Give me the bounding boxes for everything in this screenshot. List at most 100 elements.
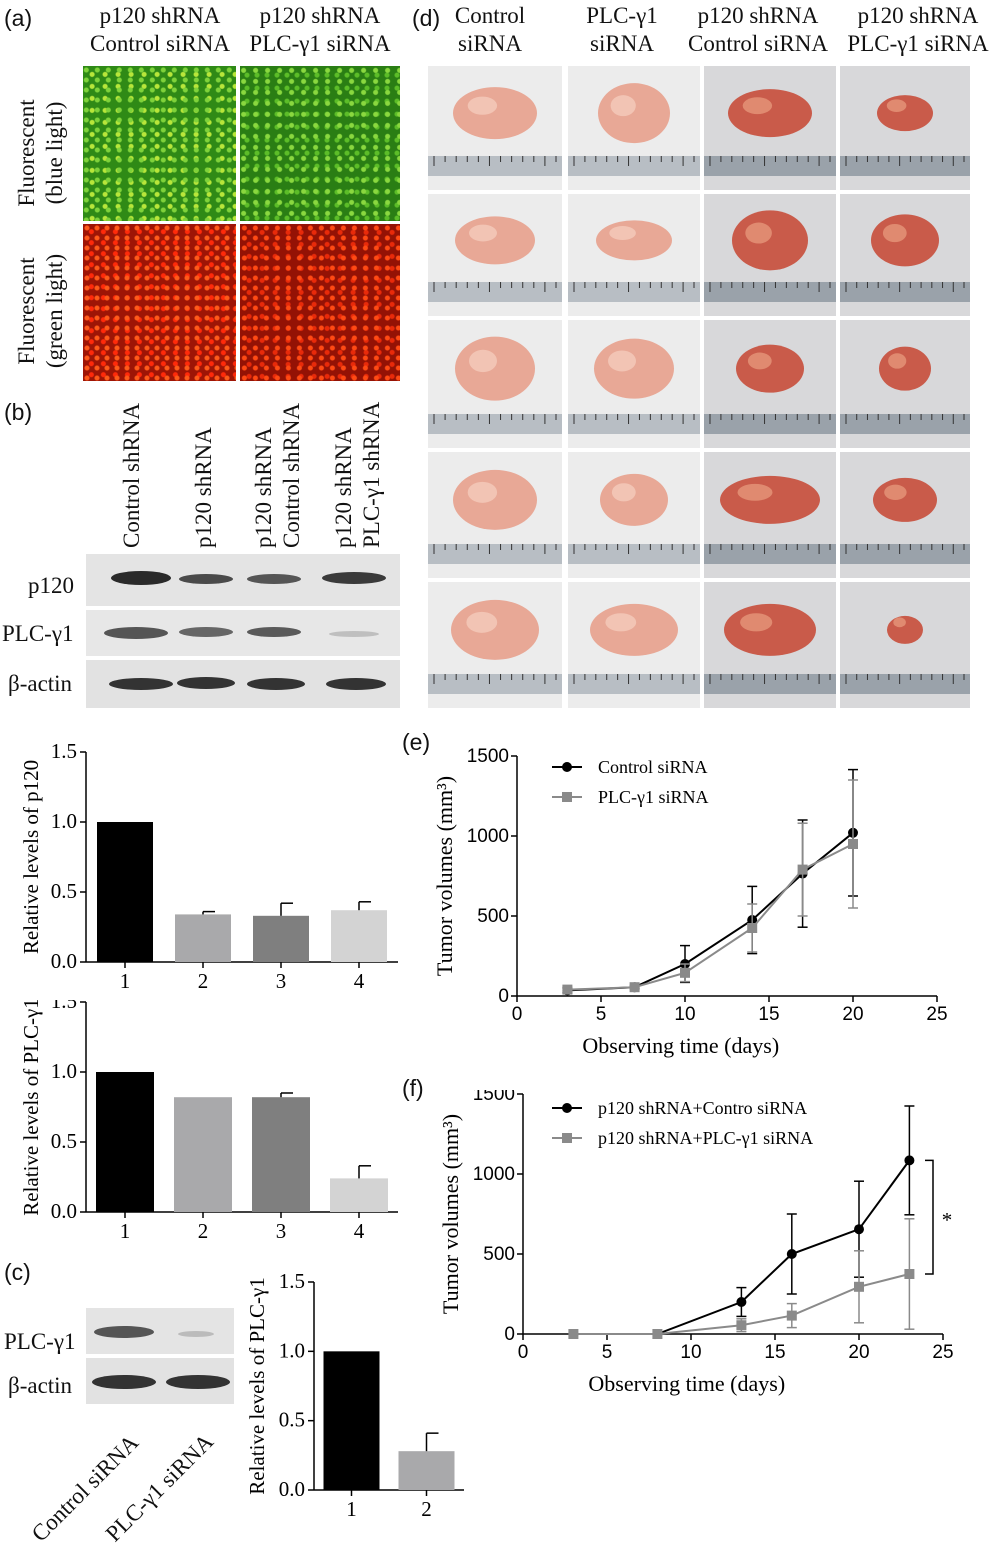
line-e-ytick-label-3: 1500 (467, 746, 509, 767)
band-plc-2 (179, 627, 233, 637)
line-f-series-2-point-0 (568, 1329, 579, 1339)
line-e-xtick-label-2: 10 (674, 1004, 695, 1025)
band-c-plc-1 (94, 1326, 154, 1338)
band-p120-4 (322, 572, 386, 584)
panel-b-lane-label-2-line1: p120 shRNA (191, 427, 216, 548)
panel-label-f: (f) (402, 1075, 424, 1101)
line-f-significance-bracket (925, 1159, 934, 1275)
tumor-photo-r2-c4-tumor (871, 214, 939, 267)
bar-p120-bar-2 (175, 914, 231, 962)
tumor-photo-grid (428, 66, 970, 708)
panel-d-col-header-1-line1: Control (454, 3, 526, 28)
tumor-photo-r4-c2-tumor-highlight (611, 483, 636, 502)
panel-b-lane-label-3-line2: Control shRNA (279, 402, 304, 548)
bar-p120-bar-4 (331, 910, 387, 962)
bar-plc-c-xtick-label-2: 2 (421, 1497, 432, 1521)
tumor-photo-r1-c3-tumor (728, 89, 812, 138)
line-f-ytick-label-0: 0 (504, 1324, 515, 1345)
tumor-photo-r1-c4-tumor (877, 95, 933, 132)
band-actin-2 (177, 677, 235, 689)
panel-a-row-label-2-line1: Fluorescent (14, 257, 39, 365)
tumor-photo-r5-c3-tumor (724, 603, 816, 656)
panel-a-row-label-1-line2: (blue light) (42, 101, 67, 205)
bar-plc-b-ytick-label-3: 1.5 (51, 1000, 77, 1013)
line-e-legend-marker-1 (562, 762, 572, 772)
line-e-ytick-label-1: 500 (477, 906, 509, 927)
panel-c-blot (86, 1308, 234, 1404)
bar-plc-b-bar-1 (96, 1072, 154, 1212)
band-c-actin-1 (92, 1375, 156, 1389)
tumor-photo-r2-c1-ruler (428, 282, 562, 302)
panel-b-lane-label-4-line2: PLC-γ1 shRNA (359, 401, 384, 548)
line-e-series-2-point-4 (797, 864, 808, 875)
blot-label-actin: β-actin (8, 671, 73, 696)
line-f-xtick-label-2: 10 (680, 1342, 701, 1363)
tumor-photo-r1-c4-tumor-highlight (886, 99, 907, 112)
panel-a-row-label-1-line1: Fluorescent (14, 99, 39, 207)
bar-plc-c-xtick-label-1: 1 (346, 1497, 357, 1521)
line-e-y-label: Tumor volumes (mm³) (432, 776, 457, 976)
bar-plc-b-ytick-label-1: 0.5 (51, 1129, 77, 1153)
bar-plc-c-bar-1 (323, 1351, 380, 1490)
line-f-xtick-label-0: 0 (518, 1342, 529, 1363)
panel-a-row-label-2: Fluorescent (green light) (13, 236, 69, 386)
line-f-series-2-point-1 (652, 1329, 663, 1339)
panel-d-col-header-4-line1: p120 shRNA (857, 3, 979, 28)
tumor-photo-r4-c3-ruler (704, 544, 836, 564)
line-e-ytick-label-2: 1000 (467, 826, 509, 847)
bar-plc-b-bar-4 (330, 1178, 388, 1212)
tumor-photo-r4-c1-ruler (428, 544, 562, 564)
panel-label-e: (e) (402, 729, 431, 755)
panel-b-blot (86, 554, 400, 708)
line-f-series-2-point-5 (904, 1269, 915, 1279)
tumor-photo-r2-c1-tumor-highlight (469, 224, 497, 242)
bar-plc-c-ytick-label-1: 0.5 (279, 1408, 305, 1432)
band-plc-1 (104, 627, 168, 639)
tumor-photo-r1-c1-ruler (428, 156, 562, 176)
bar-p120-xtick-label-1: 1 (120, 969, 131, 993)
panel-d-col-header-2-line1: PLC-γ1 (586, 3, 658, 28)
panel-b-lane-label-1: Control shRNA (118, 403, 146, 548)
tumor-photo-r1-c4-ruler (840, 156, 970, 176)
tumor-photo-r4-c2-tumor (600, 473, 668, 526)
tumor-photo-r3-c3-tumor-highlight (747, 352, 772, 370)
bar-plc-b-xtick-label-3: 3 (276, 1219, 287, 1243)
line-f-ytick-label-2: 1000 (473, 1164, 515, 1185)
band-c-plc-2 (178, 1331, 214, 1337)
tumor-photo-r2-c2-ruler (568, 282, 700, 302)
panel-b-lane-label-1-line1: Control shRNA (119, 402, 144, 548)
panel-b-lane-label-4-line1: p120 shRNA (331, 427, 356, 548)
panel-label-a: (a) (4, 5, 33, 31)
panel-a-row-label-2-line2: (green light) (42, 253, 67, 369)
tumor-photo-r3-c3-tumor (736, 344, 804, 393)
line-f-xtick-label-3: 15 (764, 1342, 785, 1363)
panel-a-col-header-2-line1: p120 shRNA (259, 3, 381, 28)
tumor-photo-r5-c4-tumor-highlight (893, 617, 906, 628)
bar-p120-xtick-label-2: 2 (198, 969, 209, 993)
tumor-photo-r1-c1-tumor-highlight (467, 96, 498, 115)
line-chart-e: 0 500 1000 1500 0 5 10 15 20 25 Control siRNA PLC-γ… (432, 746, 948, 1058)
panel-d-col-header-2: PLC-γ1 siRNA (560, 2, 684, 58)
line-e-xtick-label-1: 5 (596, 1004, 607, 1025)
bar-plc-c-ytick-label-0: 0.0 (279, 1477, 305, 1501)
tumor-photo-r5-c2-tumor (590, 603, 678, 656)
panel-d-col-header-4: p120 shRNA PLC-γ1 siRNA (836, 2, 1000, 58)
tumor-photo-r5-c2-tumor-highlight (605, 613, 637, 632)
bar-chart-plc-b: 0.0 0.5 1.0 1.5 1 2 3 4 Relative levels of PLC-γ… (19, 1000, 398, 1243)
tumor-photo-r2-c4-tumor-highlight (882, 223, 907, 243)
line-e-series-2-point-2 (680, 967, 690, 978)
band-actin-1 (109, 678, 173, 690)
bar-p120-xtick-label-3: 3 (276, 969, 287, 993)
tumor-photo-r2-c2-tumor-highlight (609, 226, 636, 241)
bar-p120-ytick-label-0: 0.0 (51, 949, 77, 973)
tumor-photo-r2-c1-tumor (455, 216, 535, 265)
band-p120-3 (247, 574, 301, 584)
panel-label-d: (d) (412, 5, 441, 31)
tumor-photo-r5-c2-ruler (568, 674, 700, 694)
tumor-photo-r4-c4-tumor (873, 477, 937, 522)
bar-p120-y-label: Relative levels of p120 (19, 760, 43, 954)
bar-p120-xtick-label-4: 4 (354, 969, 365, 993)
line-e-xtick-label-3: 15 (758, 1004, 779, 1025)
band-plc-4 (329, 631, 379, 637)
bar-plc-c-ytick-label-3: 1.5 (279, 1270, 305, 1293)
